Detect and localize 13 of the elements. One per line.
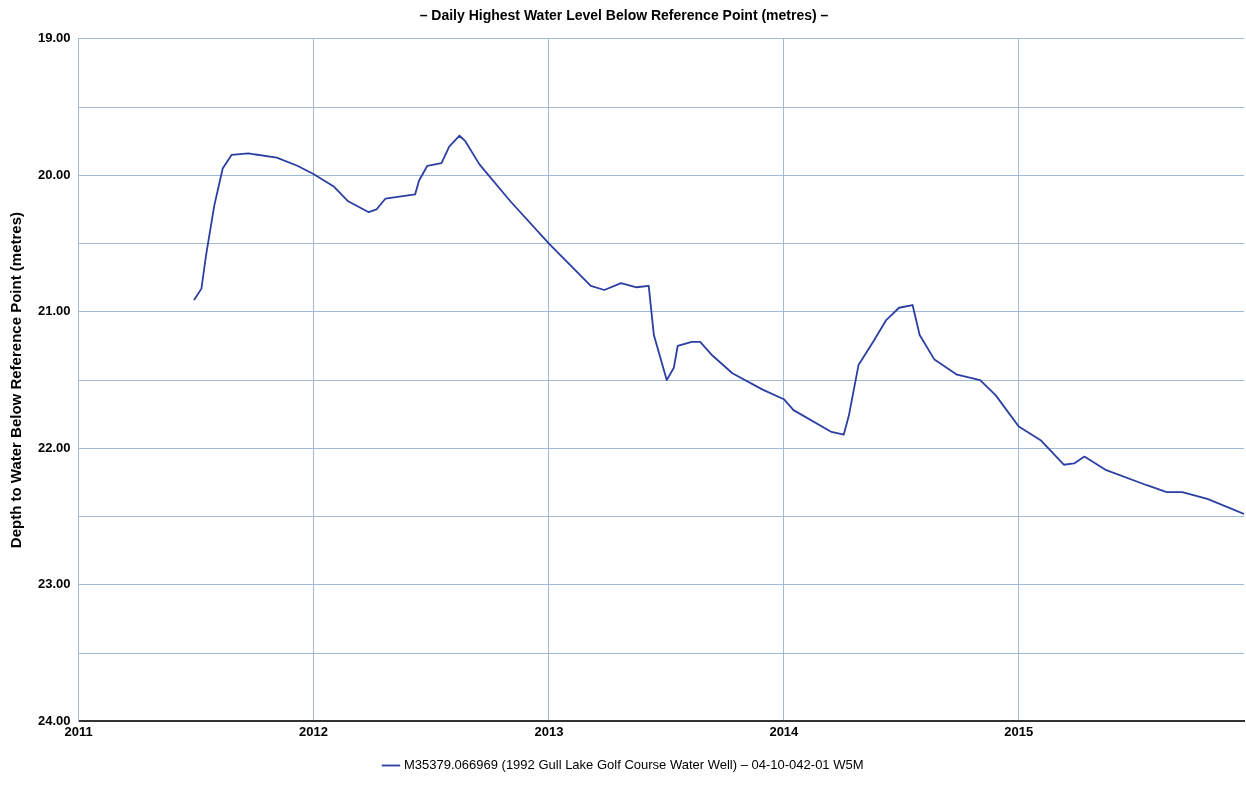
y-tick-label: 22.00 xyxy=(37,439,71,455)
x-tick-label: 2013 xyxy=(534,723,564,739)
x-tick-label: 2012 xyxy=(298,723,328,739)
y-tick-label: 20.00 xyxy=(37,166,71,182)
legend-label: M35379.066969 (1992 Gull Lake Golf Course Water Well) – 04-10-042-01 W5M xyxy=(403,757,864,773)
y-axis-title: Depth to Water Below Reference Point (metres) xyxy=(7,212,25,549)
y-tick-label: 23.00 xyxy=(37,576,71,592)
chart-title: – Daily Highest Water Level Below Reference Point (metres) – xyxy=(419,7,829,24)
y-tick-label: 19.00 xyxy=(37,30,71,46)
x-tick-label: 2015 xyxy=(1004,723,1034,739)
y-tick-label: 24.00 xyxy=(37,712,71,728)
x-tick-label: 2014 xyxy=(769,723,800,739)
y-tick-label: 21.00 xyxy=(37,303,71,319)
